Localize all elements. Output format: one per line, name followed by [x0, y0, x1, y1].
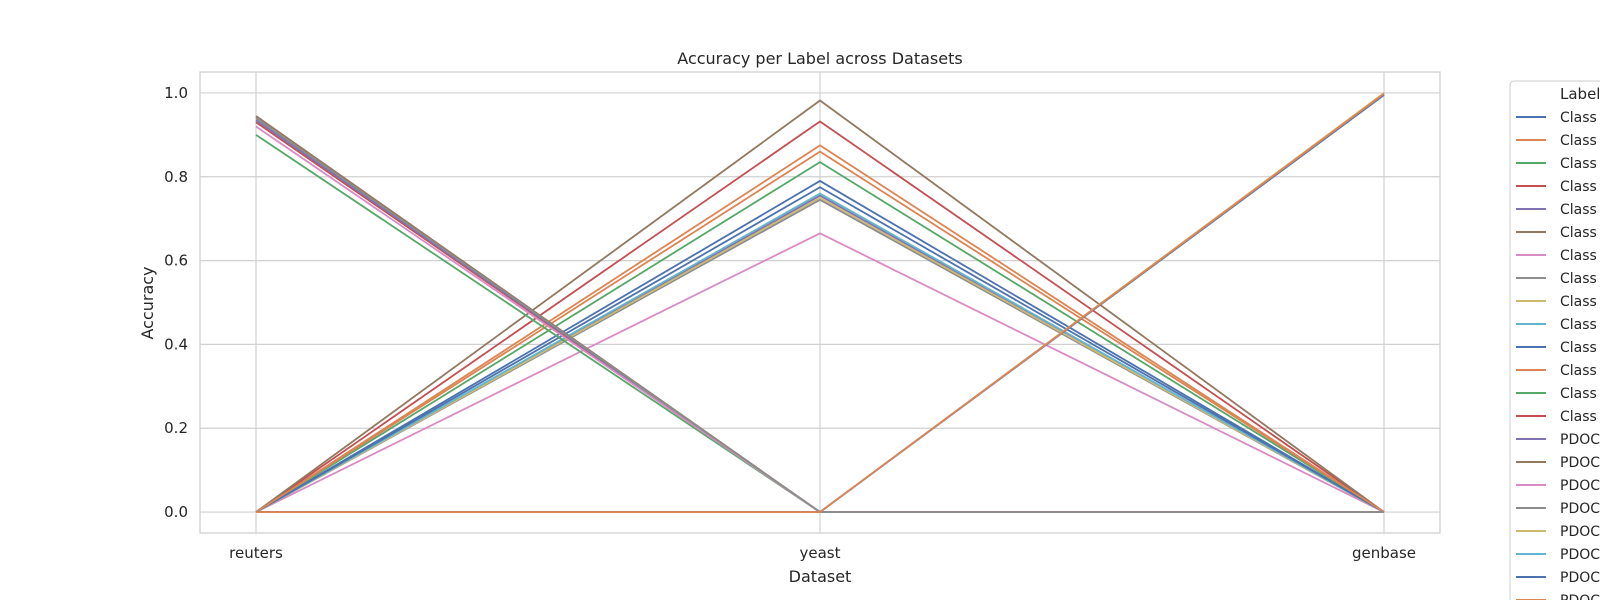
- series-line: [255, 120, 1385, 513]
- axis-ticks: 0.0 0.2 0.4 0.6 0.8 1.0 reuters yeast genbase: [164, 84, 1416, 562]
- legend: Label ClassClassClassClassClassClassClas…: [1509, 80, 1600, 600]
- series-line: [255, 144, 1385, 513]
- series-line: [255, 180, 1385, 513]
- legend-entry: PDOC: [1560, 432, 1600, 448]
- y-tick-label: 0.8: [164, 168, 188, 186]
- series-line: [255, 161, 1385, 513]
- legend-entry: Class: [1560, 202, 1597, 218]
- legend-entry: Class: [1560, 225, 1597, 241]
- legend-box: [1509, 80, 1600, 600]
- x-axis-label: Dataset: [789, 567, 852, 586]
- y-tick-label: 1.0: [164, 84, 188, 102]
- y-tick-label: 0.4: [164, 335, 188, 353]
- legend-entry: PDOC: [1560, 455, 1600, 471]
- legend-entry: PDOC: [1560, 570, 1600, 586]
- y-tick-label: 0.6: [164, 252, 188, 270]
- legend-entry: Class: [1560, 363, 1597, 379]
- legend-entry: Class: [1560, 133, 1597, 149]
- x-tick-label: reuters: [229, 544, 283, 562]
- legend-items: Class Class Class Class Class Class Class Class…: [1516, 110, 1600, 600]
- series-line: [255, 196, 1385, 513]
- series-lines: [255, 92, 1385, 513]
- legend-entry: PDOC: [1560, 547, 1600, 563]
- y-tick-label: 0.0: [164, 503, 188, 521]
- y-tick-label: 0.2: [164, 419, 188, 437]
- series-line: [256, 93, 1385, 513]
- legend-entry: Class: [1560, 156, 1597, 172]
- legend-entry: Class: [1560, 340, 1597, 356]
- series-line: [255, 192, 1385, 513]
- legend-entry: Class: [1560, 271, 1597, 287]
- x-tick-label: yeast: [800, 544, 841, 562]
- legend-entry: Class: [1560, 110, 1597, 126]
- legend-entry: PDOC: [1560, 501, 1600, 517]
- legend-entry: Class: [1560, 409, 1597, 425]
- legend-entry: Class: [1560, 386, 1597, 402]
- series-line: [255, 150, 1385, 513]
- series-line: [255, 232, 1385, 513]
- legend-entry: PDOC: [1560, 524, 1600, 540]
- legend-title: Label: [1560, 85, 1600, 103]
- legend-entry: Class: [1560, 294, 1597, 310]
- series-line: [255, 186, 1385, 513]
- legend-entry: PDOC: [1560, 593, 1600, 600]
- legend-entry: PDOC: [1560, 478, 1600, 494]
- y-axis-label: Accuracy: [138, 266, 157, 339]
- chart-title: Accuracy per Label across Datasets: [677, 49, 962, 68]
- legend-entry: Class: [1560, 179, 1597, 195]
- legend-entry: Class: [1560, 248, 1597, 264]
- x-tick-label: genbase: [1352, 544, 1416, 562]
- legend-entry: Class: [1560, 317, 1597, 333]
- series-line: [255, 99, 1385, 513]
